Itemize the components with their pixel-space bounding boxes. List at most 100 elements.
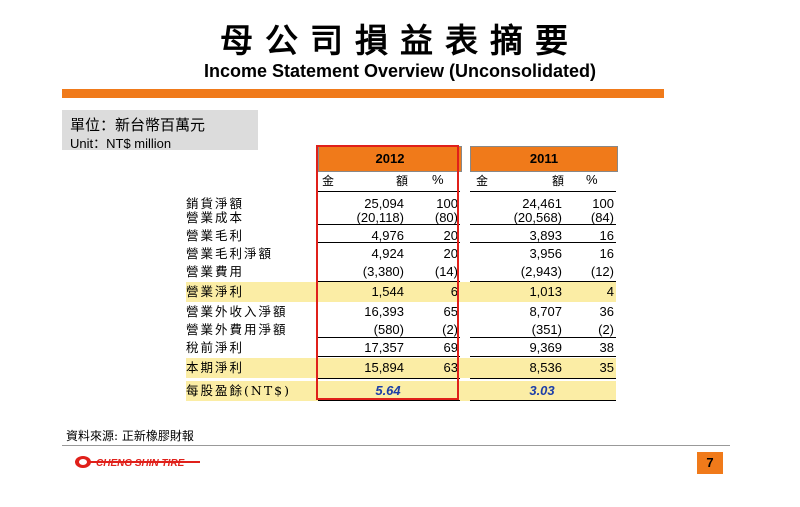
rule-net-bottom-2011 bbox=[470, 378, 616, 379]
amount-2012: 25,094 bbox=[364, 196, 404, 211]
table-row: 營業淨利 1,544 6 1,013 4 bbox=[186, 282, 616, 302]
year-header-2012: 2012 bbox=[318, 146, 462, 172]
data-source-note: 資料來源: 正新橡膠財報 bbox=[66, 429, 194, 443]
amount-2012: 15,894 bbox=[364, 360, 404, 375]
rule-net-2011 bbox=[470, 356, 616, 357]
table-row: 營業毛利 4,976 20 3,893 16 bbox=[186, 226, 616, 246]
table-row: 稅前淨利 17,357 69 9,369 38 bbox=[186, 338, 616, 358]
amount-2011: 3,956 bbox=[529, 246, 562, 261]
rule-eps-2011 bbox=[470, 400, 616, 401]
percent-2011: (12) bbox=[590, 264, 614, 279]
amount-2011: 3,893 bbox=[529, 228, 562, 243]
percent-2012: 6 bbox=[450, 284, 458, 299]
amount-2012: 17,357 bbox=[364, 340, 404, 355]
highlight-band-eps bbox=[186, 381, 616, 401]
eps-2011: 3.03 bbox=[529, 383, 555, 398]
percent-2011: 16 bbox=[599, 228, 614, 243]
amount-2011: (2,943) bbox=[520, 264, 562, 279]
percent-2012: (14) bbox=[434, 264, 458, 279]
amount-header-2011-char1: 金 bbox=[476, 174, 489, 188]
amount-2011: 1,013 bbox=[529, 284, 562, 299]
table-row: 銷貨淨額 25,094 100 24,461 100 bbox=[186, 194, 616, 214]
rule-operating-2012 bbox=[318, 281, 460, 282]
percent-2012: 69 bbox=[443, 340, 458, 355]
table-row: 營業毛利淨額 4,924 20 3,956 16 bbox=[186, 244, 616, 264]
amount-2012: 4,924 bbox=[371, 246, 404, 261]
rule-gross-profit-2012 bbox=[318, 224, 460, 225]
subheader-rule-2011 bbox=[470, 191, 616, 192]
rule-net-bottom-2012 bbox=[318, 378, 460, 379]
percent-2012: 20 bbox=[443, 246, 458, 261]
percent-2011: 4 bbox=[606, 284, 614, 299]
amount-header-2011-char2: 額 bbox=[552, 174, 565, 188]
percent-2012: 20 bbox=[443, 228, 458, 243]
percent-2011: 36 bbox=[599, 304, 614, 319]
page-number: 7 bbox=[697, 452, 723, 474]
percent-header-2011: % bbox=[586, 172, 598, 187]
rule-eps-2012 bbox=[318, 400, 460, 401]
percent-2011: (2) bbox=[598, 322, 614, 337]
row-label: 銷貨淨額 bbox=[186, 196, 245, 211]
highlight-band-operating-income bbox=[186, 282, 616, 302]
page-title-chinese: 母公司損益表摘要 bbox=[220, 21, 580, 60]
unit-box: 單位：新台幣百萬元 Unit：NT$ million bbox=[62, 110, 258, 151]
logo-text: CHENG SHIN TIRE bbox=[96, 458, 185, 469]
amount-2011: 8,536 bbox=[529, 360, 562, 375]
eps-row: 每股盈餘(NT$) 5.64 3.03 bbox=[186, 381, 616, 401]
rule-a-2011 bbox=[470, 242, 616, 243]
amount-2011: (20,568) bbox=[513, 210, 562, 225]
percent-2011: 16 bbox=[599, 246, 614, 261]
amount-2012: 16,393 bbox=[364, 304, 404, 319]
percent-2011: 35 bbox=[599, 360, 614, 375]
eps-2012: 5.64 bbox=[375, 383, 401, 398]
percent-2012: 65 bbox=[443, 304, 458, 319]
table-row: 營業外費用淨額 (580) (2) (351) (2) bbox=[186, 320, 616, 340]
amount-2011: 9,369 bbox=[529, 340, 562, 355]
row-label: 營業外費用淨額 bbox=[186, 322, 288, 337]
highlight-frame-2012 bbox=[316, 145, 459, 400]
highlight-band-net-income bbox=[186, 358, 616, 378]
percent-2011: 100 bbox=[592, 196, 614, 211]
table-row: 營業外收入淨額 16,393 65 8,707 36 bbox=[186, 302, 616, 322]
rule-gross-profit-2011 bbox=[470, 224, 616, 225]
rule-pretax-2011 bbox=[470, 337, 616, 338]
company-logo: CHENG SHIN TIRE bbox=[75, 456, 200, 469]
amount-header-2012-char2: 額 bbox=[396, 174, 409, 188]
amount-2012: (20,118) bbox=[356, 210, 404, 225]
row-label: 營業費用 bbox=[186, 264, 245, 279]
subheader-rule-2012 bbox=[318, 191, 460, 192]
table-row: 本期淨利 15,894 63 8,536 35 bbox=[186, 358, 616, 378]
percent-2012: 100 bbox=[436, 196, 458, 211]
amount-2012: (580) bbox=[373, 322, 404, 337]
row-label: 營業毛利淨額 bbox=[186, 246, 274, 261]
row-label: 營業淨利 bbox=[186, 284, 245, 299]
percent-2011: (84) bbox=[590, 210, 614, 225]
row-label: 稅前淨利 bbox=[186, 340, 245, 355]
amount-2011: 8,707 bbox=[529, 304, 562, 319]
amount-2012: 1,544 bbox=[371, 284, 404, 299]
unit-label-english: Unit：NT$ million bbox=[70, 136, 172, 151]
title-divider-bar bbox=[62, 89, 664, 98]
percent-2011: 38 bbox=[599, 340, 614, 355]
page-title-english: Income Statement Overview (Unconsolidate… bbox=[203, 61, 597, 81]
percent-2012: (2) bbox=[442, 322, 458, 337]
rule-operating-2011 bbox=[470, 281, 616, 282]
rule-a-2012 bbox=[318, 242, 460, 243]
eps-label: 每股盈餘(NT$) bbox=[186, 383, 291, 398]
table-row: 營業費用 (3,380) (14) (2,943) (12) bbox=[186, 262, 616, 282]
rule-pretax-2012 bbox=[318, 337, 460, 338]
table-row: 營業成本 (20,118) (80) (20,568) (84) bbox=[186, 208, 616, 228]
amount-2012: 4,976 bbox=[371, 228, 404, 243]
percent-header-2012: % bbox=[432, 172, 444, 187]
amount-2011: 24,461 bbox=[522, 196, 562, 211]
footer-divider bbox=[62, 445, 730, 446]
amount-2011: (351) bbox=[531, 322, 562, 337]
unit-label-chinese: 單位：新台幣百萬元 bbox=[70, 116, 206, 134]
rule-net-2012 bbox=[318, 356, 460, 357]
amount-header-2012-char1: 金 bbox=[322, 174, 335, 188]
percent-2012: 63 bbox=[443, 360, 458, 375]
row-label: 營業外收入淨額 bbox=[186, 304, 288, 319]
percent-2012: (80) bbox=[434, 210, 458, 225]
row-label: 本期淨利 bbox=[186, 360, 245, 375]
amount-2012: (3,380) bbox=[362, 264, 404, 279]
